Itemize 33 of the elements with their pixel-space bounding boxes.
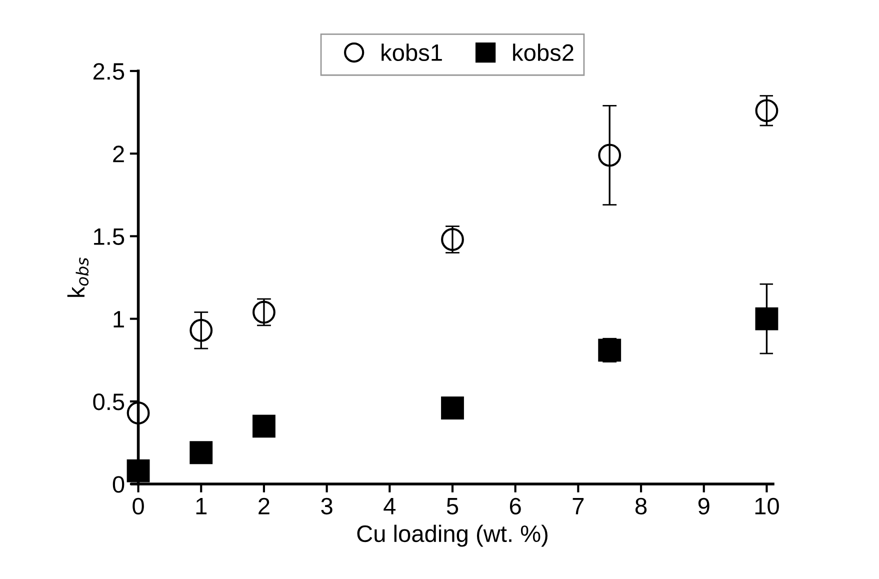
point: [598, 144, 622, 167]
point: [126, 459, 150, 482]
y-tick-label: 2.5: [93, 63, 124, 80]
x-tick-label: 7: [572, 498, 584, 514]
y-tick-label: 0.5: [93, 393, 124, 410]
x-tick-label: 1: [196, 498, 207, 514]
point: [126, 402, 150, 424]
legend-label: kobs1: [382, 44, 442, 62]
point: [755, 99, 778, 122]
point: [755, 307, 778, 330]
point: [441, 396, 464, 420]
y-tick-label: 0: [112, 476, 124, 493]
x-tick-label: 4: [384, 498, 396, 514]
x-tick-label: 0: [132, 498, 144, 515]
y-tick-label: 2: [113, 146, 124, 162]
y-axis-title: k$_{obs}$: [67, 258, 89, 297]
y-tick-label: 1: [114, 311, 124, 328]
x-tick-label: 5: [446, 498, 458, 515]
legend-label: kobs2: [513, 44, 574, 62]
point: [441, 228, 464, 251]
y-tick-label: 1.5: [94, 228, 124, 245]
point: [190, 318, 213, 342]
point: [252, 414, 276, 438]
x-axis-title: Cu loading (wt. %): [357, 524, 548, 547]
x-tick-label: 6: [510, 498, 521, 515]
x-tick-label: 10: [755, 498, 779, 515]
x-tick-label: 8: [635, 498, 647, 515]
point: [598, 338, 622, 362]
x-tick-label: 9: [698, 498, 710, 515]
x-tick-label: 2: [258, 498, 270, 514]
point: [190, 441, 213, 464]
x-tick-label: 3: [321, 498, 332, 515]
point: [252, 300, 276, 324]
